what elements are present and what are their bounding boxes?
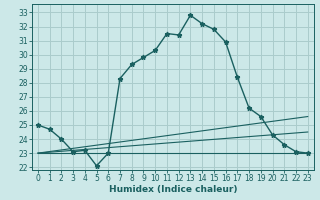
X-axis label: Humidex (Indice chaleur): Humidex (Indice chaleur) [108,185,237,194]
